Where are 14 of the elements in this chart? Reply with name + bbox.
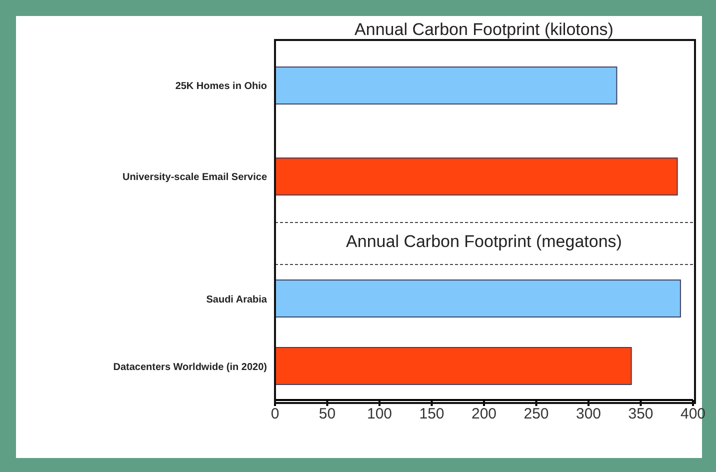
y-tick-label: Datacenters Worldwide (in 2020) bbox=[113, 362, 267, 373]
x-tick-label: 50 bbox=[318, 406, 336, 423]
y-tick-label: 25K Homes in Ohio bbox=[175, 81, 267, 92]
y-tick-label: Saudi Arabia bbox=[206, 294, 268, 306]
x-tick-label: 100 bbox=[366, 406, 392, 423]
x-tick-label: 300 bbox=[576, 406, 602, 423]
x-tick-label: 350 bbox=[628, 406, 654, 423]
chart-title: Annual Carbon Footprint (kilotons) bbox=[354, 20, 614, 40]
x-tick-label: 200 bbox=[471, 406, 497, 423]
x-tick-label: 150 bbox=[419, 406, 444, 423]
chart-title: Annual Carbon Footprint (megatons) bbox=[345, 232, 623, 252]
x-tick-label: 0 bbox=[270, 406, 280, 423]
x-tick-label: 250 bbox=[524, 406, 549, 423]
y-tick-label: University-scale Email Service bbox=[122, 172, 268, 184]
